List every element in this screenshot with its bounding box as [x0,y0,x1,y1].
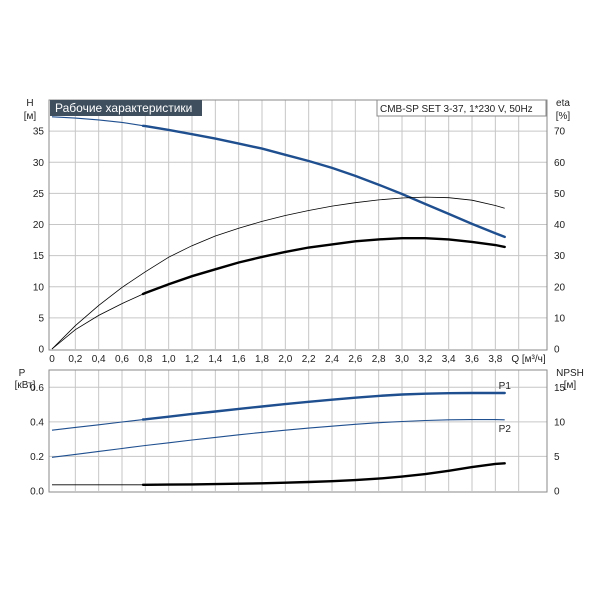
x-tick-label: 1,6 [232,354,246,365]
curve [51,237,505,350]
curve-operating [141,237,506,296]
bottom-plot-grid [49,370,547,491]
chart-title: Рабочие характеристики [55,101,192,115]
top-plot-frame [48,99,548,351]
x-tick-label: 2,4 [325,354,339,365]
x-tick-label: 0,6 [115,354,129,365]
npsh-tick-label: 15 [554,383,566,394]
npsh-tick-label: 5 [554,452,560,463]
y-left-axis-title: H [26,98,33,109]
p-tick-label: 0.0 [30,487,44,498]
x-tick-label: 3,8 [488,354,502,365]
y-right-tick-label: 70 [554,127,566,138]
y-right-axis-title: eta [556,98,570,109]
y-left-tick-label: 20 [33,220,45,231]
x-tick-label: 2,0 [278,354,292,365]
x-tick-label: 1,8 [255,354,269,365]
p-axis-unit: [кВт] [15,380,36,391]
y-right-tick-label: 50 [554,189,566,200]
x-tick-label: 0,2 [68,354,82,365]
x-tick-label: 3,2 [418,354,432,365]
npsh-curve-operating [141,462,506,486]
y-left-tick-label: 5 [38,313,44,324]
y-right-axis-unit: [%] [556,111,571,122]
y-left-tick-label: 0 [38,345,44,356]
x-tick-label: 2,2 [302,354,316,365]
y-left-tick-label: 35 [33,127,45,138]
p-tick-label: 0.4 [30,417,44,428]
x-tick-label: 2,6 [348,354,362,365]
p2-label: P2 [499,424,512,435]
curve [51,116,505,238]
npsh-axis-title: NPSH [556,368,584,379]
x-tick-label: 1,2 [185,354,199,365]
bottom-plot-frame [48,369,548,493]
y-right-tick-label: 40 [554,220,566,231]
axis-labels: 0 0,2 0,4 0,6 0,8 1,0 1,2 1,4 1,6 1,8 2,0 2,2 2,4 2,6… [15,98,584,498]
y-right-tick-label: 0 [554,345,560,356]
p1-label: P1 [499,381,512,392]
y-right-tick-label: 20 [554,282,566,293]
y-left-axis-unit: [м] [24,111,37,122]
y-right-tick-label: 10 [554,313,566,324]
x-tick-label: 1,0 [162,354,176,365]
y-left-tick-label: 15 [33,251,45,262]
x-tick-label: 2,8 [372,354,386,365]
x-tick-label: 0,8 [138,354,152,365]
npsh-curve [52,462,505,486]
y-right-tick-label: 30 [554,251,566,262]
curve [51,196,505,350]
x-tick-label: 1,4 [208,354,222,365]
x-tick-label: 0,4 [92,354,106,365]
p2-curve [51,419,505,458]
p-axis-title: P [19,368,26,379]
p-tick-label: 0.6 [30,383,44,394]
product-label: CMB-SP SET 3-37, 1*230 V, 50Hz [380,104,533,115]
npsh-tick-label: 0 [554,487,560,498]
y-left-tick-label: 25 [33,189,45,200]
p-tick-label: 0.2 [30,452,44,463]
x-tick-label: 3,0 [395,354,409,365]
y-right-tick-label: 60 [554,158,566,169]
x-tick-label: 0 [49,354,55,365]
product-label-box [376,99,547,117]
x-axis-label: Q [м³/ч] [511,354,546,365]
p1-curve-operating [141,391,506,421]
chart-title-background [50,100,202,116]
npsh-axis-unit: [м] [564,380,577,391]
curves [51,116,506,486]
y-left-tick-label: 10 [33,282,45,293]
npsh-tick-label: 10 [554,417,566,428]
curve-operating [141,124,506,239]
y-left-tick-label: 30 [33,158,45,169]
p1-curve [51,392,505,431]
x-tick-label: 3,6 [465,354,479,365]
x-tick-label: 3,4 [442,354,456,365]
